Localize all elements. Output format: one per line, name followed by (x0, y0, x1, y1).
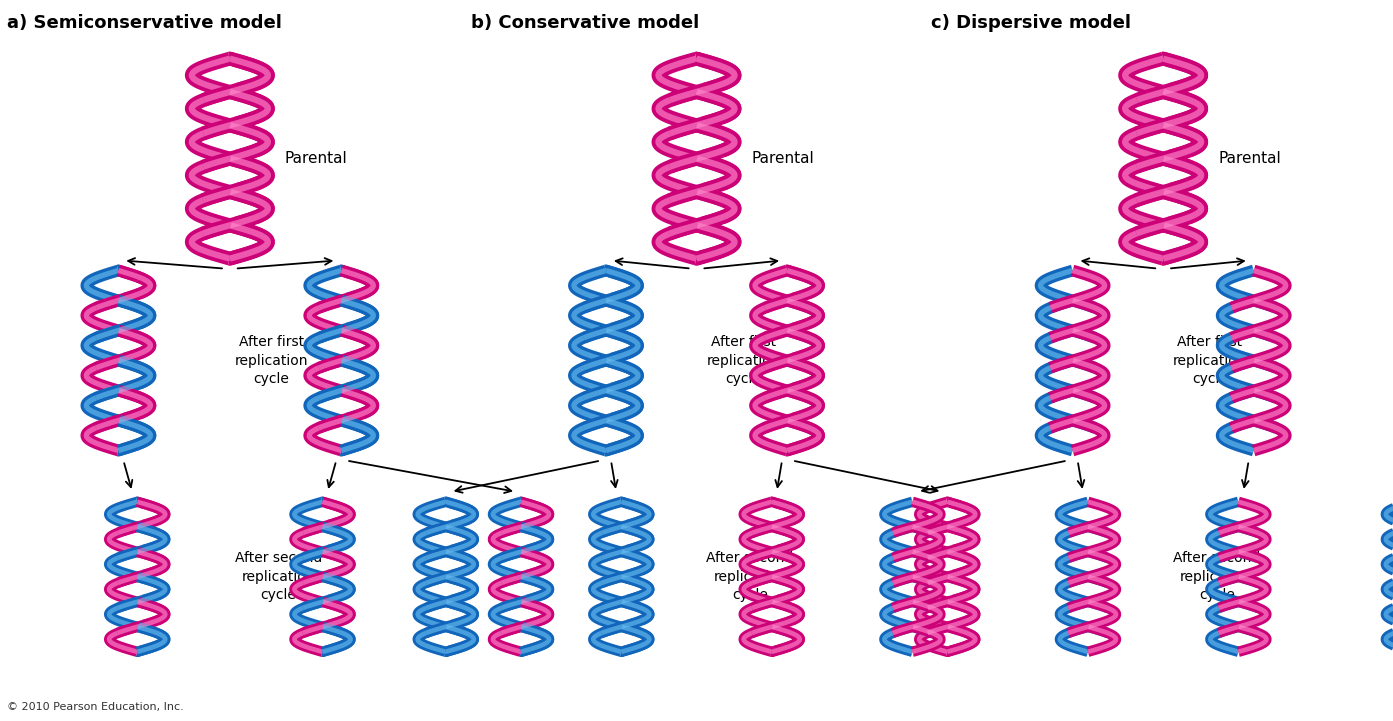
Text: Parental: Parental (751, 151, 815, 166)
Text: After second
replication
cycle: After second replication cycle (235, 552, 322, 602)
Text: b) Conservative model: b) Conservative model (471, 14, 699, 32)
Text: After first
replication
cycle: After first replication cycle (235, 335, 308, 386)
Text: © 2010 Pearson Education, Inc.: © 2010 Pearson Education, Inc. (7, 702, 184, 712)
Text: a) Semiconservative model: a) Semiconservative model (7, 14, 281, 32)
Text: After second
replication
cycle: After second replication cycle (1173, 552, 1261, 602)
Text: Parental: Parental (284, 151, 348, 166)
Text: c) Dispersive model: c) Dispersive model (931, 14, 1131, 32)
Text: Parental: Parental (1217, 151, 1282, 166)
Text: After second
replication
cycle: After second replication cycle (706, 552, 794, 602)
Text: After first
replication
cycle: After first replication cycle (706, 335, 780, 386)
Text: After first
replication
cycle: After first replication cycle (1173, 335, 1247, 386)
